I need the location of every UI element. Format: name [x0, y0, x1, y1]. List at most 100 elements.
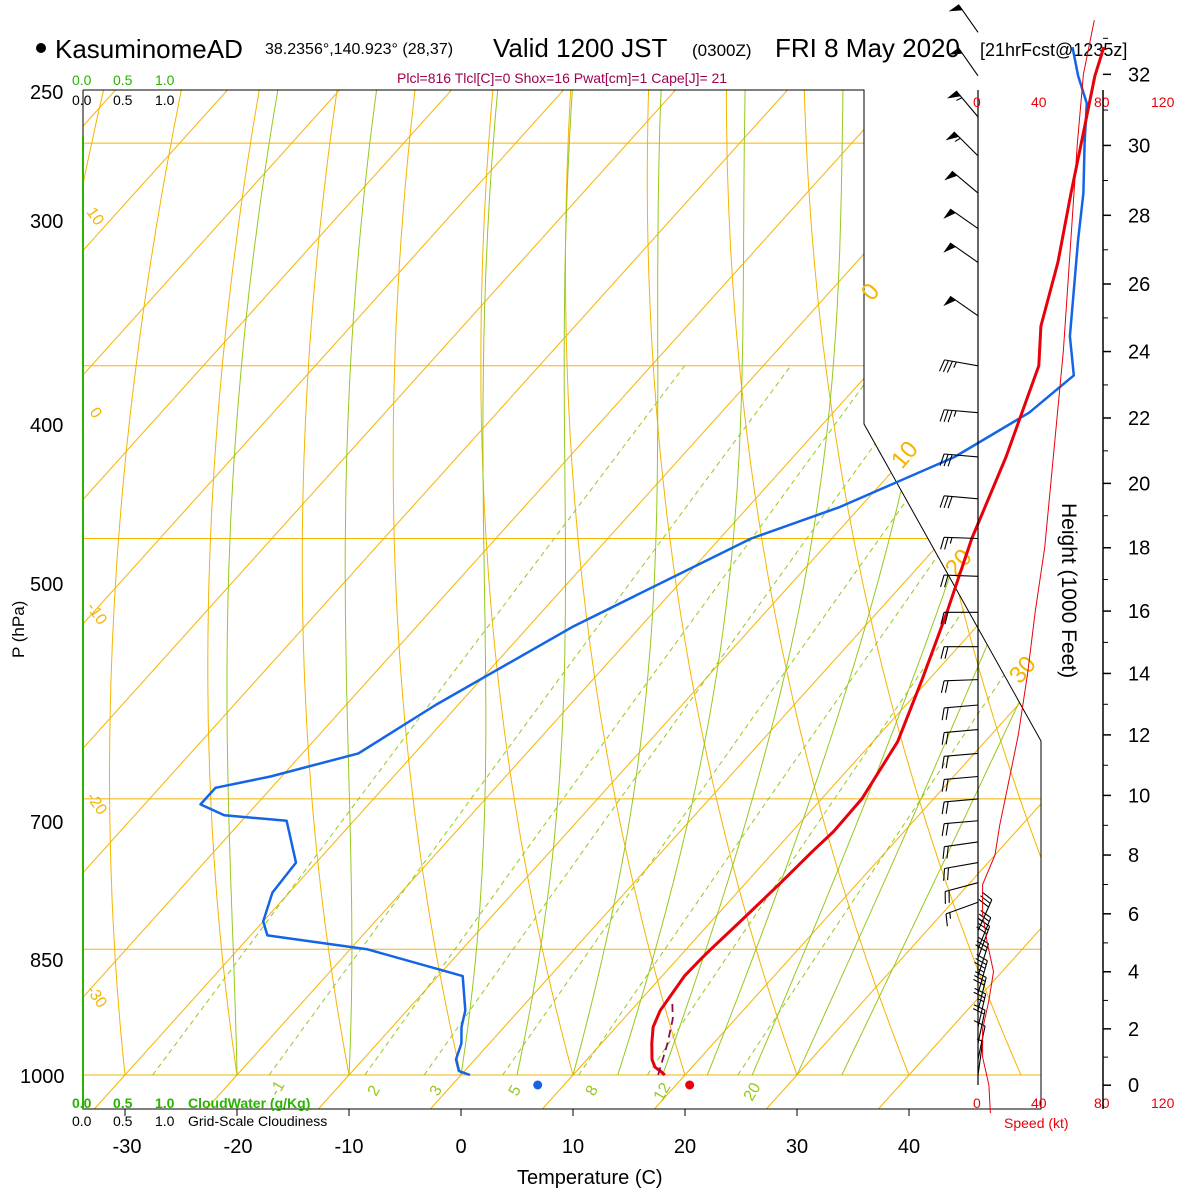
speed-top-120: 120	[1151, 94, 1175, 110]
wind-barb-full	[947, 496, 953, 509]
cloud-scale-top-black-0: 0.0	[72, 92, 92, 108]
mixing-ratio-5	[502, 365, 1003, 1076]
wind-barb-full	[939, 495, 945, 508]
dry-label-m20: -20	[83, 790, 110, 819]
wind-barb-full	[941, 756, 945, 769]
wind-barb-staff	[944, 574, 979, 577]
moist-label-5: 5	[506, 1083, 525, 1099]
wind-barb-full	[944, 575, 949, 588]
wind-barb-full	[947, 867, 950, 881]
wind-barb-full	[943, 496, 949, 509]
cloud-scale-top: 0.0 0.5 1.0 0.0 0.5 1.0	[72, 72, 175, 108]
wind-barb-18	[941, 729, 979, 745]
wind-barb-full	[973, 1004, 986, 1011]
cloud-scale-bottom-green-0: 0.0	[72, 1095, 92, 1111]
wind-barb-half	[949, 912, 951, 919]
right-label-0: 0	[856, 278, 885, 306]
p-label-300: 300	[30, 211, 63, 233]
valid-date: FRI 8 May 2020	[775, 33, 960, 63]
wind-barb-half	[978, 998, 985, 1003]
height-label-6: 6	[1128, 904, 1139, 926]
forecast-time: [21hrFcst@1235z]	[980, 40, 1127, 60]
speed-bottom-120: 120	[1151, 1095, 1175, 1111]
cloud-scale-bottom-black-2: 1.0	[155, 1113, 175, 1129]
cloudwater-label: CloudWater (g/Kg)	[188, 1095, 310, 1111]
isotherm--100	[83, 90, 397, 1076]
moist-adiabat-14	[617, 90, 752, 1076]
dry-adiabat--50	[0, 0, 68, 1075]
dry-label-m30: -30	[83, 983, 110, 1012]
t-label-m10: -10	[335, 1136, 364, 1158]
isotherm-ext-30	[766, 1074, 798, 1109]
wind-barb-28	[938, 359, 979, 373]
p-label-500: 500	[30, 574, 63, 596]
isotherm--50	[83, 90, 957, 1076]
cloud-scale-bottom-green-2: 1.0	[155, 1095, 175, 1111]
wind-barb-full	[942, 846, 945, 860]
wind-barb-half	[953, 361, 957, 368]
isotherm--110	[83, 90, 285, 1076]
cloud-scale-bottom: 0.0 0.5 1.0 CloudWater (g/Kg) 0.0 0.5 1.…	[72, 1095, 327, 1129]
wind-barb-full	[943, 454, 949, 467]
height-label-4: 4	[1128, 962, 1139, 984]
wind-barb-21	[940, 646, 978, 659]
wind-barb-full	[939, 409, 945, 422]
wind-barb-full	[944, 646, 949, 659]
wind-barb-full	[975, 957, 987, 966]
wind-barb-staff	[944, 409, 979, 414]
wind-barb-staff	[977, 993, 987, 1028]
wind-barb-half	[953, 410, 957, 417]
cloud-scale-top-black-2: 1.0	[155, 92, 175, 108]
wind-barb-staff	[977, 977, 987, 1011]
isotherm-ext--10	[318, 1074, 350, 1109]
height-label-2: 2	[1128, 1019, 1139, 1041]
height-label-16: 16	[1128, 601, 1150, 623]
wind-barb-full	[974, 975, 986, 982]
moist-label-2: 2	[365, 1083, 384, 1099]
wind-barb-full	[943, 409, 949, 422]
wind-barb-staff	[944, 729, 979, 734]
isotherm--80	[83, 90, 621, 1076]
wind-barb-staff	[944, 775, 979, 781]
moist-label-12: 12	[651, 1080, 675, 1104]
wind-barb-full	[941, 707, 945, 721]
isotherm--70	[83, 90, 733, 1076]
wind-barb-flag	[943, 242, 956, 253]
wind-barb-full	[944, 612, 949, 625]
wind-barb-27	[939, 409, 979, 423]
temperature-line	[650, 46, 1106, 1077]
speed-bottom-40: 40	[1031, 1095, 1047, 1111]
wind-barb-full	[945, 801, 949, 814]
wind-barb-full	[940, 646, 945, 659]
wind-barb-staff	[944, 798, 979, 803]
wind-barb-20	[940, 679, 979, 694]
moist-adiabat-18	[662, 90, 847, 1076]
cloudiness-label: Grid-Scale Cloudiness	[188, 1113, 327, 1129]
mixing-ratio-8	[578, 365, 1041, 1076]
wind-barb-full	[945, 779, 949, 792]
moist-adiabat--10	[344, 90, 401, 1076]
wind-barb-staff	[944, 752, 979, 757]
wind-barb-full	[938, 359, 946, 372]
dry-adiabats	[0, 0, 1041, 1076]
wind-barb-flag	[948, 4, 963, 12]
wind-barb-25	[939, 495, 979, 509]
moist-adiabat-30	[796, 90, 1041, 1076]
wind-barb-flag	[944, 171, 958, 181]
cloud-scale-bottom-black-1: 0.5	[113, 1113, 133, 1129]
wind-barb-19	[941, 704, 979, 721]
wind-barb-35	[948, 47, 979, 77]
wind-barb-23	[940, 574, 979, 588]
moist-adiabat--20	[226, 90, 308, 1076]
temperature-axis-title: Temperature (C)	[517, 1167, 663, 1189]
temperature-axis-labels: -30 -20 -10 0 10 20 30 40	[113, 1136, 921, 1158]
speed-top-80: 80	[1094, 94, 1110, 110]
moist-adiabat-26	[751, 90, 1041, 1076]
isotherm-ext-40	[878, 1074, 910, 1109]
wind-barb-full	[972, 1008, 985, 1015]
height-label-12: 12	[1128, 725, 1150, 747]
dry-label-0: 0	[86, 405, 105, 422]
moist-adiabat-5	[516, 90, 587, 1076]
wind-barb-17	[941, 752, 979, 769]
wind-barb-staff	[977, 1025, 986, 1060]
